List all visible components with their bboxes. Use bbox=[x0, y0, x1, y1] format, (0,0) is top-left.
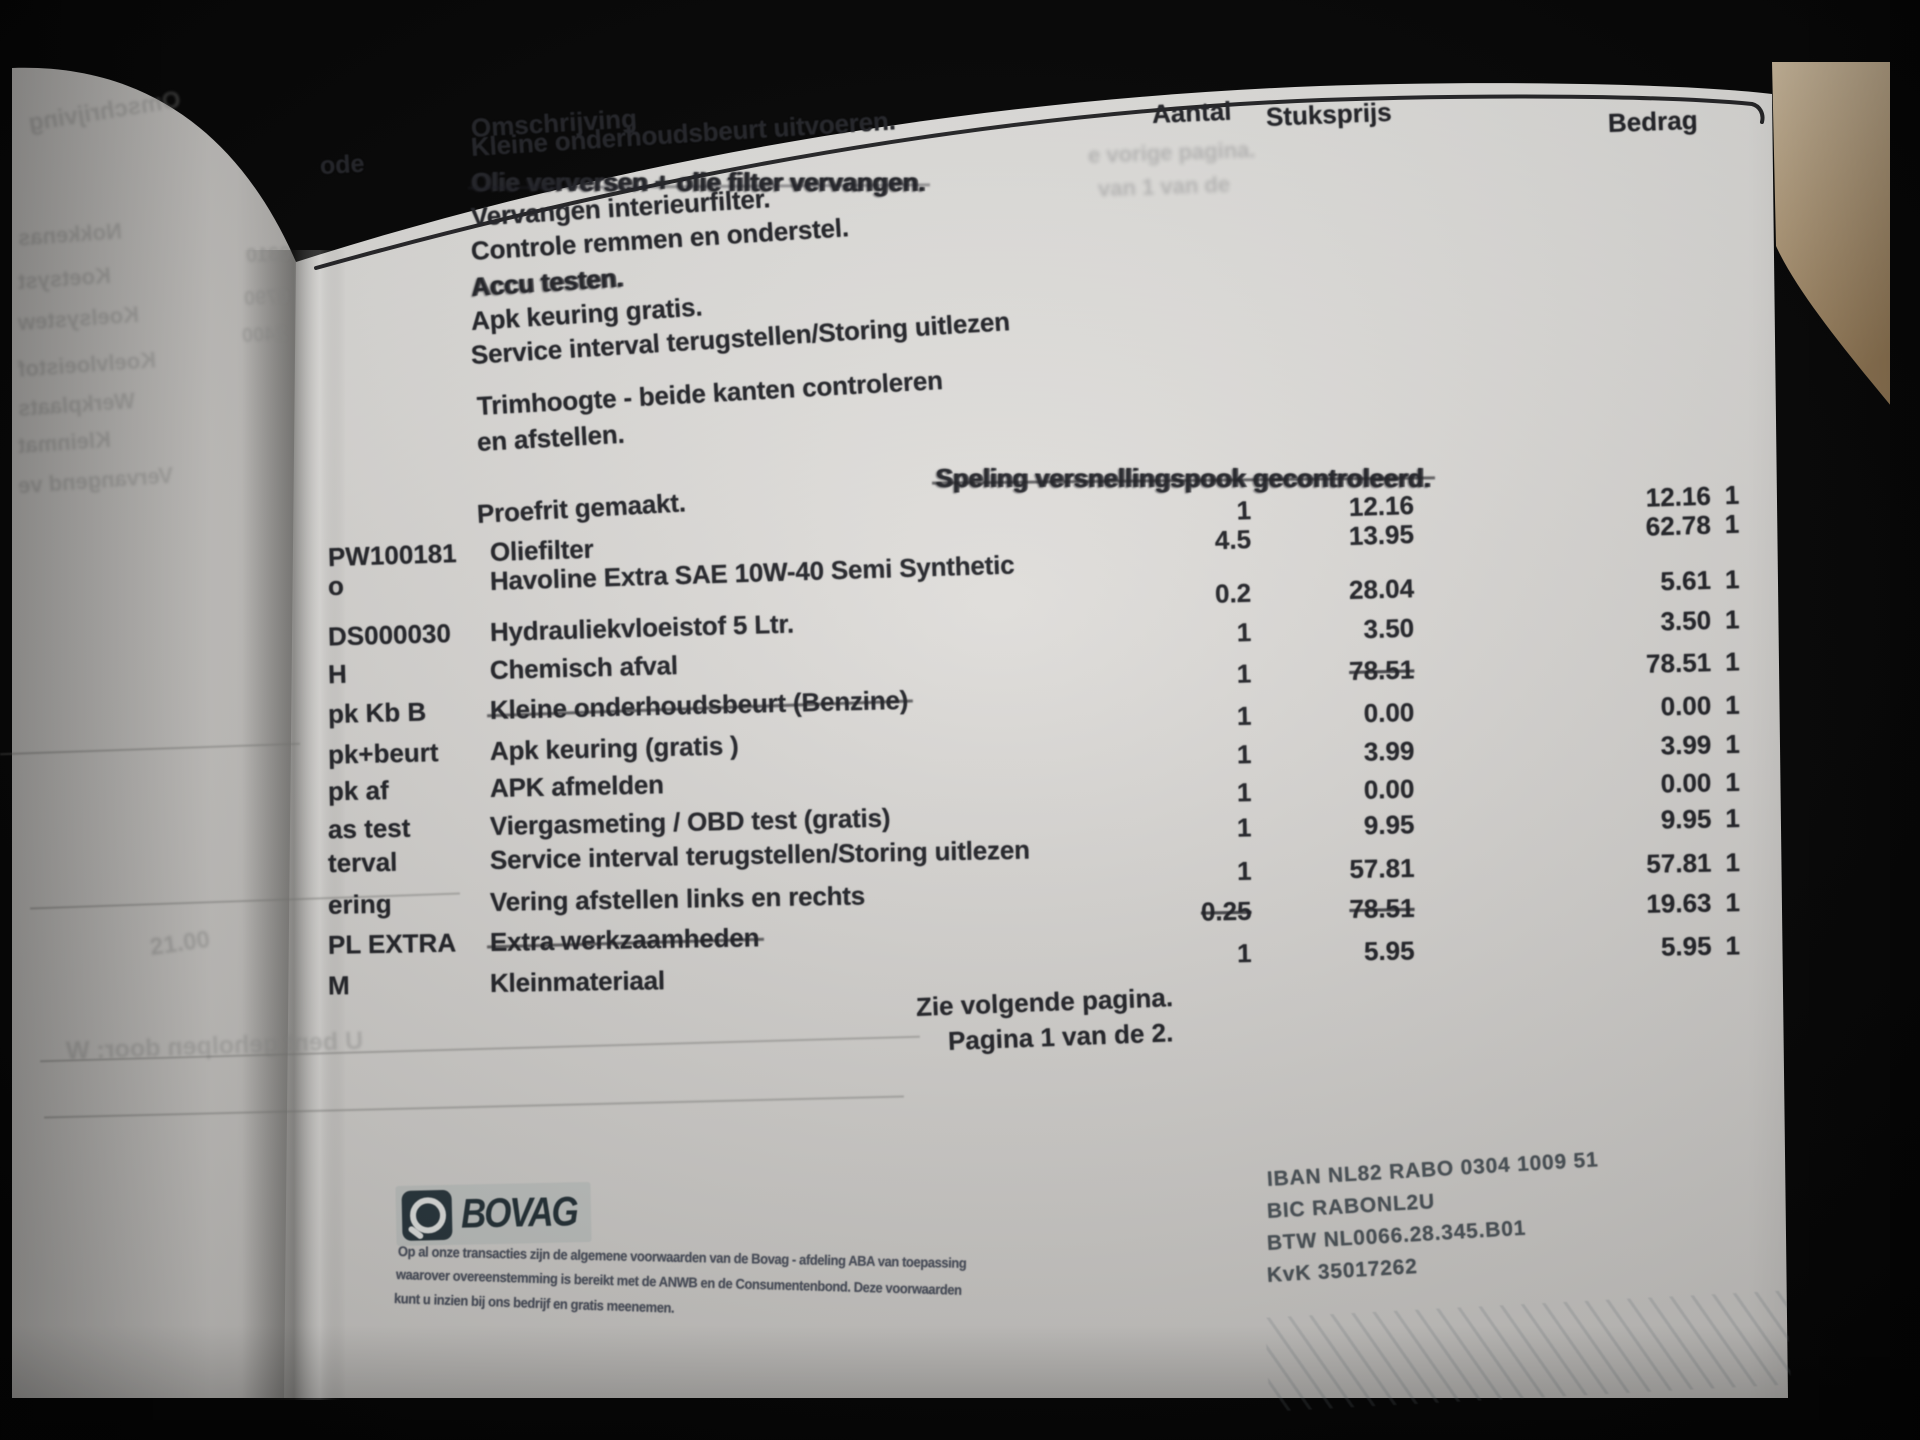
item-amount: 9.95 bbox=[1660, 803, 1712, 835]
item-amount: 5.95 bbox=[1660, 930, 1712, 962]
column-header-code: ode bbox=[319, 149, 366, 180]
ghost-left-code: 0790 bbox=[243, 285, 290, 311]
item-vat-code: 1 bbox=[1725, 930, 1741, 961]
item-unit-price: 57.81 bbox=[1349, 852, 1415, 884]
item-code: ering bbox=[327, 888, 392, 920]
item-description: Kleine onderhoudsbeurt (Benzine) bbox=[489, 684, 909, 725]
item-amount: 3.99 bbox=[1660, 729, 1712, 761]
item-vat-code: 1 bbox=[1725, 847, 1741, 878]
btw-line: BTW NL0066.28.345.B01 bbox=[1266, 1216, 1527, 1255]
ghost-helped-by: U bent geholpen door: W bbox=[65, 1026, 364, 1066]
item-vat-code: 1 bbox=[1724, 646, 1740, 677]
item-unit-price: 78.51 bbox=[1348, 654, 1415, 686]
item-code: terval bbox=[327, 846, 398, 879]
right-black-band bbox=[1890, 0, 1920, 1440]
ghost-left-line: Koetsyst bbox=[17, 262, 112, 295]
bovag-logo: BOVAG bbox=[395, 1181, 592, 1247]
item-code: o bbox=[327, 570, 345, 602]
item-vat-code: 1 bbox=[1724, 728, 1741, 760]
item-description: Kleinmateriaal bbox=[489, 965, 666, 998]
item-unit-price: 9.95 bbox=[1363, 809, 1415, 841]
item-code: pk af bbox=[327, 775, 389, 807]
ghost-rule bbox=[44, 1095, 904, 1119]
terms-line: Op al onze transacties zijn de algemene … bbox=[397, 1243, 967, 1271]
item-unit-price: 13.95 bbox=[1348, 518, 1415, 551]
item-unit-price: 28.04 bbox=[1348, 573, 1415, 605]
item-description: Vering afstellen links en rechts bbox=[489, 880, 866, 917]
item-vat-code: 1 bbox=[1724, 479, 1740, 511]
item-code: pk+beurt bbox=[327, 737, 439, 770]
item-unit-price: 78.51 bbox=[1349, 892, 1415, 924]
item-unit-price: 3.99 bbox=[1363, 735, 1415, 767]
ghost-prev-note: e vorige pagina. bbox=[1087, 137, 1256, 168]
item-code: pk Kb B bbox=[327, 696, 427, 729]
item-code: M bbox=[327, 970, 350, 1001]
pagination-page: Pagina 1 van de 2. bbox=[947, 1017, 1174, 1056]
item-description: Hydrauliekvloeistof 5 Ltr. bbox=[489, 608, 795, 647]
kvk-line: KvK 35017262 bbox=[1266, 1255, 1419, 1287]
ghost-left-line: Nokkenas bbox=[17, 218, 123, 251]
hatch-pattern bbox=[1264, 1290, 1792, 1412]
item-amount: 19.63 bbox=[1646, 887, 1712, 919]
item-code: H bbox=[327, 658, 348, 690]
item-description: Viergasmeting / OBD test (gratis) bbox=[489, 802, 891, 841]
item-unit-price: 0.00 bbox=[1363, 773, 1415, 805]
column-header-qty: Aantal bbox=[1151, 95, 1233, 129]
item-vat-code: 1 bbox=[1724, 564, 1740, 595]
item-description: APK afmelden bbox=[489, 769, 665, 803]
ghost-prev-note: van 1 van de bbox=[1097, 171, 1231, 202]
bovag-logo-text: BOVAG bbox=[460, 1188, 578, 1238]
bovag-wheel-icon bbox=[401, 1189, 453, 1241]
item-code: DS000030 bbox=[327, 618, 452, 652]
bic-line: BIC RABONL2U bbox=[1266, 1190, 1436, 1223]
extra-note: Speling versnellingspook gecontroleerd. bbox=[935, 463, 1431, 493]
item-amount: 78.51 bbox=[1645, 647, 1712, 679]
ghost-left-code: 0310 bbox=[245, 242, 292, 268]
item-description: Chemisch afval bbox=[489, 650, 679, 685]
item-amount: 57.81 bbox=[1646, 847, 1712, 879]
invoice-page bbox=[284, 83, 1788, 1399]
ghost-left-line: Werkplaats bbox=[17, 387, 136, 422]
item-code: PL EXTRA bbox=[327, 927, 457, 960]
ghost-left-code: 2400 bbox=[241, 322, 288, 348]
page-crease-shadow bbox=[242, 250, 346, 1400]
terms-line: kunt u inzien bij ons bedrijf en gratis … bbox=[393, 1290, 675, 1316]
item-amount: 0.00 bbox=[1660, 767, 1712, 799]
item-unit-price: 0.00 bbox=[1363, 697, 1415, 729]
item-amount: 5.61 bbox=[1659, 564, 1712, 597]
extra-note: Proefrit gemaakt. bbox=[476, 487, 687, 529]
desk-corner bbox=[1772, 62, 1908, 412]
item-description: Apk keuring (gratis ) bbox=[489, 730, 739, 766]
item-amount: 3.50 bbox=[1660, 605, 1712, 637]
item-unit-price: 5.95 bbox=[1363, 935, 1415, 967]
item-unit-price: 3.50 bbox=[1363, 612, 1415, 645]
item-code: as test bbox=[327, 812, 411, 845]
item-vat-code: 1 bbox=[1724, 766, 1741, 798]
ghost-left-line: Kleinmat bbox=[17, 426, 112, 459]
ghost-left-line: Koelsystew bbox=[17, 301, 140, 336]
item-description: Extra werkzaamheden bbox=[489, 922, 760, 957]
item-vat-code: 1 bbox=[1724, 508, 1740, 540]
column-header-amount: Bedrag bbox=[1607, 104, 1699, 138]
item-vat-code: 1 bbox=[1725, 887, 1741, 918]
item-amount: 0.00 bbox=[1660, 690, 1712, 722]
ghost-left-line: Vervangend ve bbox=[17, 462, 174, 499]
item-vat-code: 1 bbox=[1725, 803, 1741, 834]
ghost-rule bbox=[40, 1035, 920, 1063]
ghost-left-line: Koelvloeistof bbox=[17, 347, 157, 382]
ghost-left-title: Omschrijving bbox=[26, 86, 183, 137]
item-vat-code: 1 bbox=[1724, 689, 1741, 720]
iban-line: IBAN NL82 RABO 0304 1009 51 bbox=[1266, 1148, 1600, 1191]
column-header-unit-price: Stuksprijs bbox=[1265, 96, 1393, 132]
item-amount: 62.78 bbox=[1645, 509, 1712, 542]
item-vat-code: 1 bbox=[1724, 604, 1740, 635]
extra-note: Trimhoogte - beide kanten controleren bbox=[476, 364, 944, 421]
extra-note: en afstellen. bbox=[476, 418, 626, 457]
